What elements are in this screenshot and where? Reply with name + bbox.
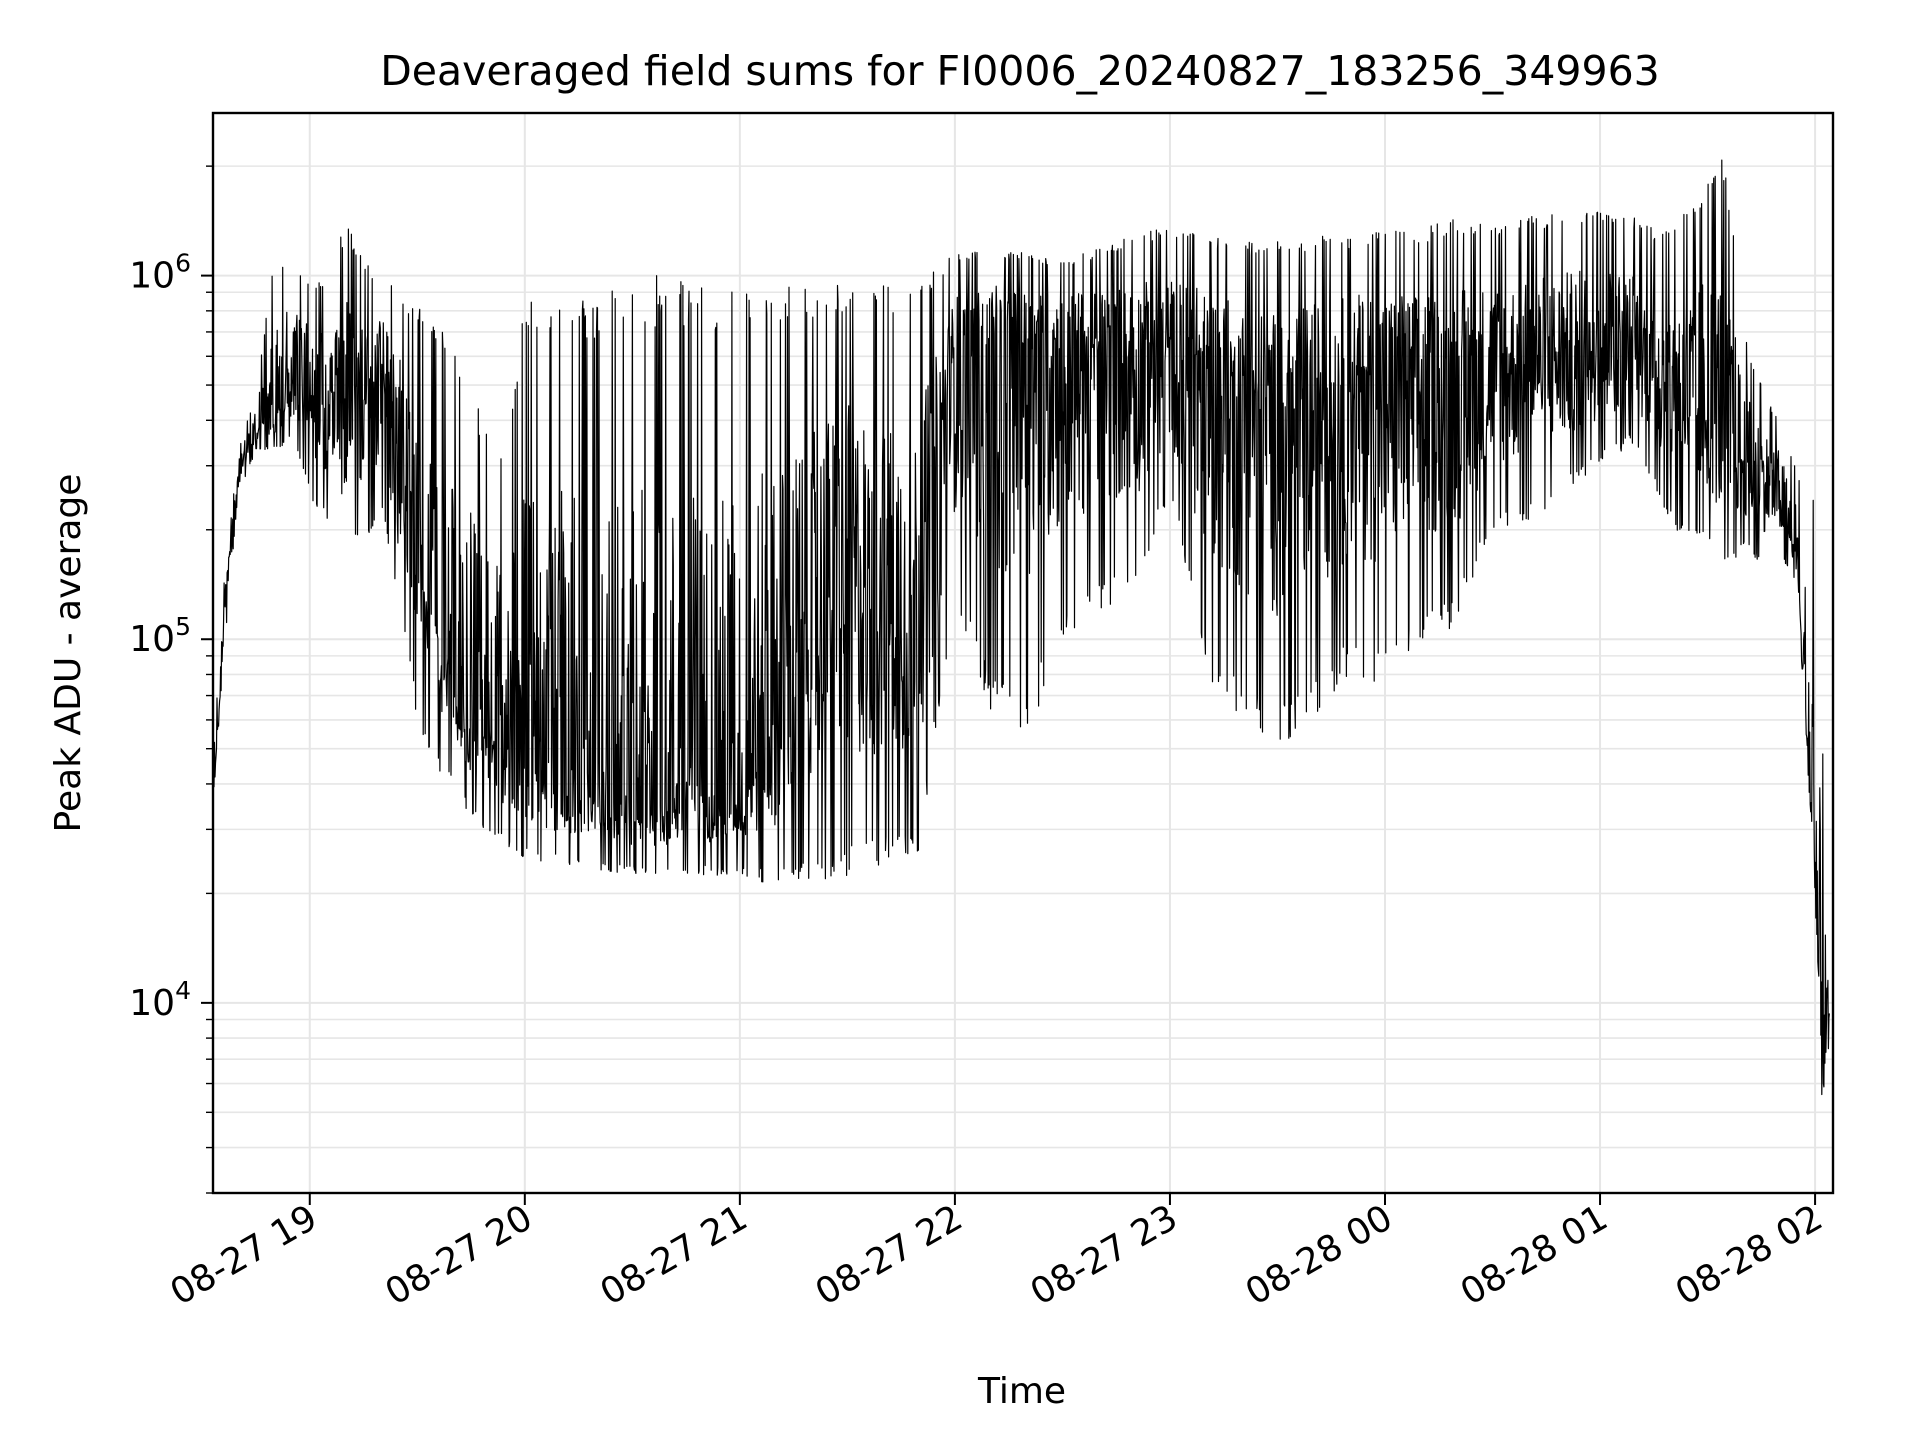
y-axis: 104 105 106: [129, 165, 213, 1194]
chart-title: Deaveraged field sums for FI0006_2024082…: [380, 47, 1660, 95]
y-axis-label: Peak ADU - average: [48, 474, 89, 833]
y-tick-label: 106: [129, 249, 191, 297]
x-axis-label: Time: [977, 1371, 1066, 1412]
series-line: [212, 159, 1830, 1096]
plot-frame: [211, 111, 1835, 1195]
y-tick-label: 104: [129, 976, 191, 1024]
data-trace: [212, 159, 1830, 1096]
y-tick-label: 105: [129, 612, 191, 660]
